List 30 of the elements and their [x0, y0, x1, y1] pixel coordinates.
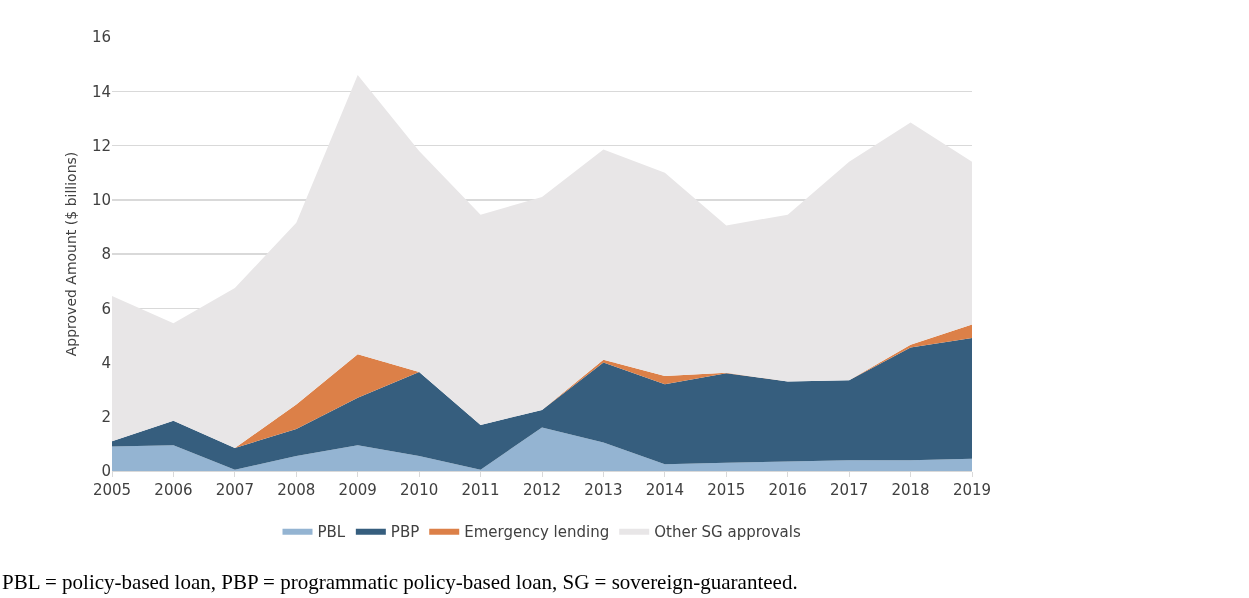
x-tick-label: 2010 [400, 481, 439, 499]
x-tick-label: 2009 [338, 481, 377, 499]
legend-label: PBL [317, 522, 346, 541]
text: PBL = policy-based loan, PBP = programmatic policy-based loan, SG = sovereign-guaranteed. [2, 570, 798, 594]
x-tick-label: 2016 [768, 481, 807, 499]
y-tick-label: 16 [91, 28, 111, 47]
y-tick-label: 0 [101, 462, 111, 481]
x-tick-label: 2015 [707, 481, 746, 499]
x-tick-label: 2005 [92, 481, 132, 499]
x-tick-label: 2013 [584, 481, 623, 499]
y-tick-label: 8 [101, 245, 111, 264]
y-tick-label: 10 [91, 191, 111, 209]
x-tick-label: 2018 [891, 481, 930, 499]
legend-label: Emergency lending [464, 522, 610, 541]
x-tick-label: 2011 [461, 481, 500, 499]
x-tick-label: 2012 [522, 481, 562, 499]
x-tick-label: 2007 [215, 481, 254, 499]
x-tick-label: 2019 [952, 481, 992, 499]
x-tick-label: 2006 [154, 481, 193, 499]
x-tick-label: 2014 [645, 481, 684, 499]
x-tick-label: 2017 [830, 481, 869, 499]
y-tick-label: 2 [101, 408, 111, 426]
y-tick-label: 14 [91, 82, 111, 101]
x-tick-label: 2008 [277, 481, 316, 499]
y-tick-label: 12 [91, 136, 111, 155]
legend-label: Other SG approvals [654, 522, 801, 541]
y-axis-title: Approved Amount ($ billions) [62, 151, 79, 357]
legend-label: PBP [390, 522, 420, 541]
y-tick-label: 4 [101, 353, 111, 372]
y-tick-label: 6 [101, 299, 111, 318]
